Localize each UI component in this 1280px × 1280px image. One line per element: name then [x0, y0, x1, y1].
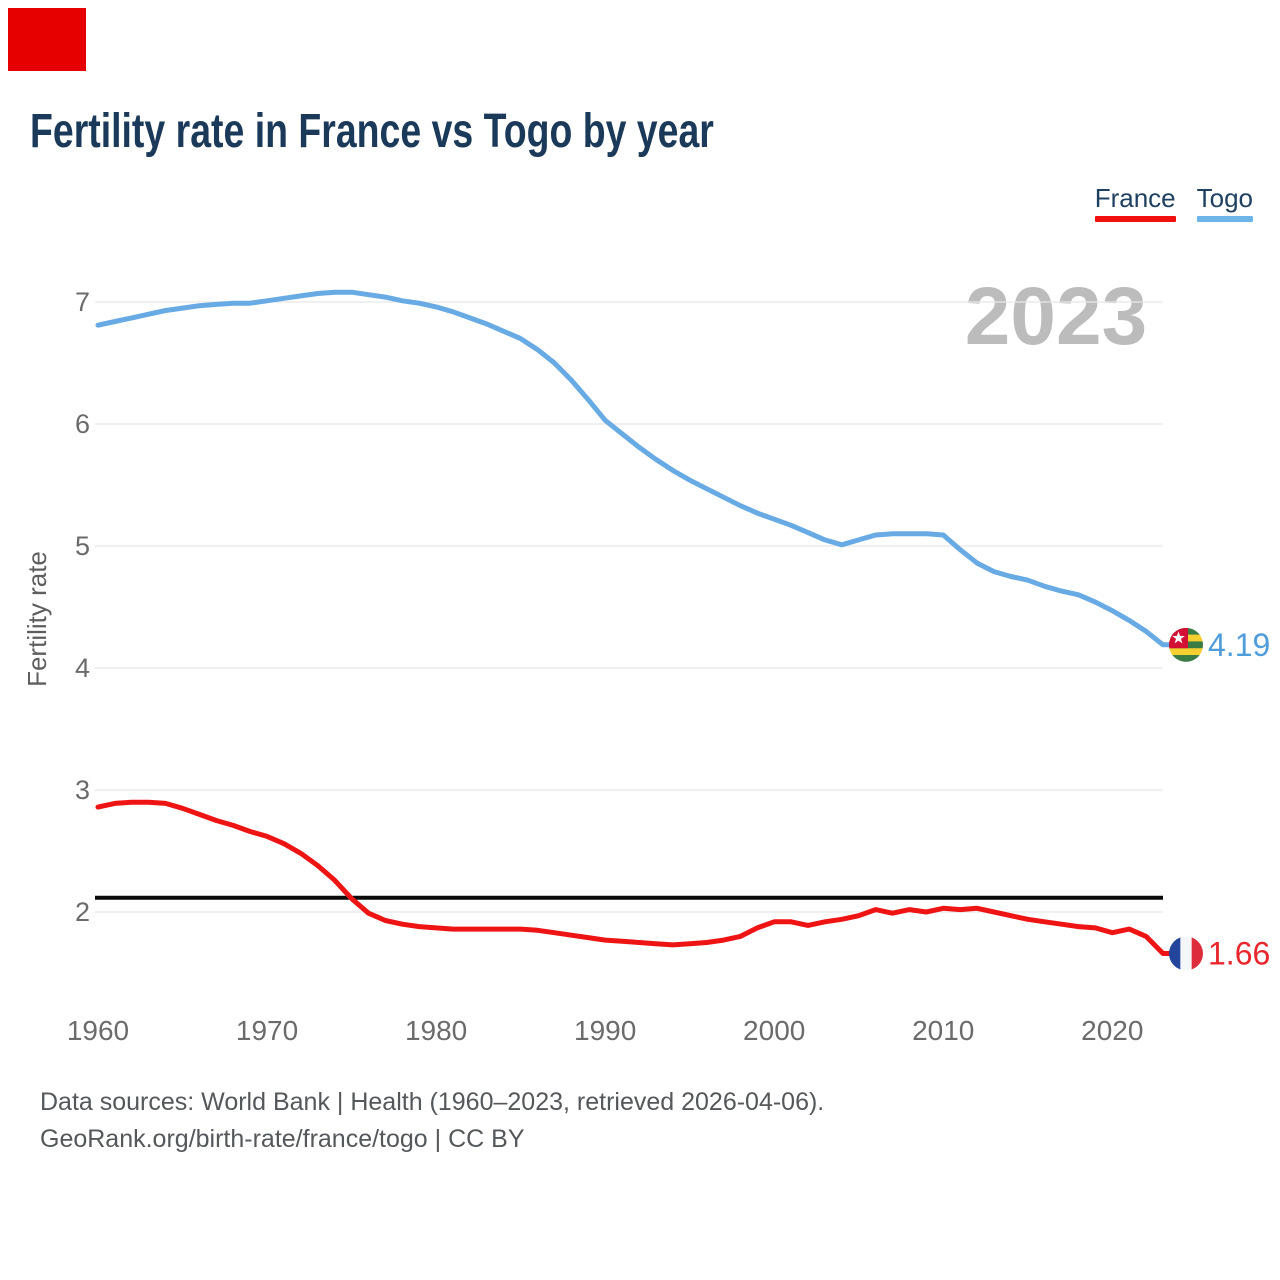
legend-item-togo[interactable]: Togo	[1196, 183, 1253, 223]
france-end-value: 1.66	[1208, 935, 1270, 971]
x-tick-label: 2000	[743, 1015, 805, 1046]
red-marker-block	[8, 8, 86, 71]
france-flag-icon	[1169, 936, 1203, 971]
legend-item-france[interactable]: France	[1094, 183, 1176, 223]
togo-flag-icon	[1169, 627, 1203, 662]
legend: France Togo	[1094, 183, 1253, 223]
legend-label-france: France	[1094, 183, 1176, 213]
legend-underline-france	[1094, 216, 1176, 223]
y-tick-label: 3	[75, 775, 90, 805]
x-tick-label: 1990	[574, 1015, 636, 1046]
x-tick-label: 2020	[1081, 1015, 1143, 1046]
france-line	[95, 799, 1189, 956]
togo-end-value: 4.19	[1208, 627, 1270, 663]
y-tick-label: 2	[75, 897, 90, 927]
y-tick-label: 5	[75, 531, 90, 561]
x-tick-label: 1960	[67, 1015, 129, 1046]
togo-line	[95, 289, 1189, 648]
y-axis-title: Fertility rate	[22, 551, 52, 687]
x-tick-label: 1980	[405, 1015, 467, 1046]
y-tick-label: 7	[75, 287, 90, 317]
page-title: Fertility rate in France vs Togo by year	[30, 105, 714, 158]
x-tick-label: 2010	[912, 1015, 974, 1046]
y-tick-label: 6	[75, 409, 90, 439]
footer-attribution-line: GeoRank.org/birth-rate/france/togo | CC …	[40, 1125, 525, 1153]
footer-source-line: Data sources: World Bank | Health (1960–…	[40, 1088, 825, 1116]
legend-label-togo: Togo	[1196, 183, 1253, 213]
chart-watermark: 2023	[965, 271, 1147, 362]
x-tick-label: 1970	[236, 1015, 298, 1046]
y-tick-label: 4	[75, 653, 90, 683]
legend-underline-togo	[1196, 216, 1253, 223]
footer: Data sources: World Bank | Health (1960–…	[40, 1084, 824, 1158]
